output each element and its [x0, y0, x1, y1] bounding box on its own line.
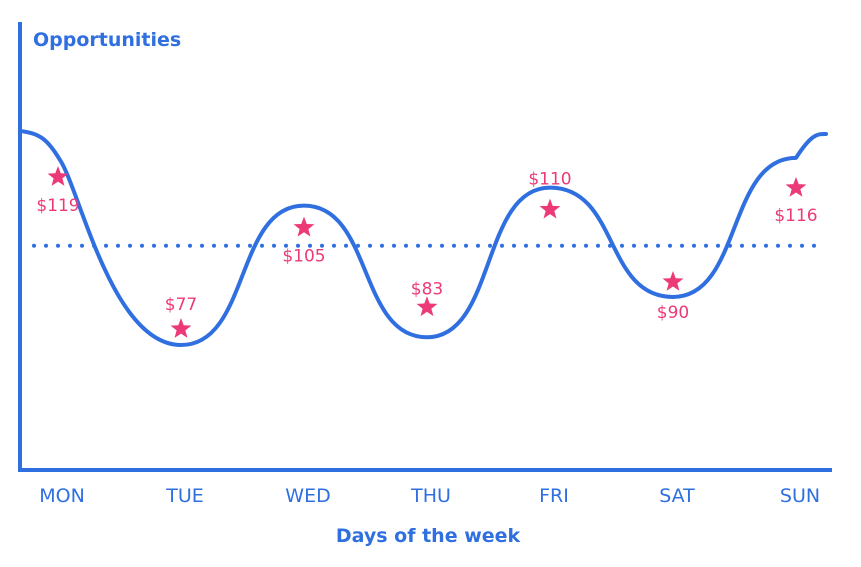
star-marker-wed: [293, 216, 315, 237]
star-marker-sat: [662, 270, 684, 291]
star-marker-thu: [416, 296, 438, 317]
data-label-tue: $77: [165, 295, 197, 315]
x-tick-label-sat: SAT: [659, 485, 695, 507]
data-label-sat: $90: [657, 303, 689, 323]
data-label-mon: $119: [36, 196, 79, 216]
x-axis-title: Days of the week: [336, 525, 521, 547]
y-axis-title: Opportunities: [33, 29, 181, 51]
opportunities-curve: [18, 129, 828, 347]
star-marker-mon: [47, 166, 69, 186]
x-tick-label-sun: SUN: [780, 485, 820, 507]
plot-area: [18, 129, 828, 347]
x-tick-label-wed: WED: [285, 485, 330, 507]
x-tick-label-thu: THU: [410, 485, 451, 507]
x-tick-label-tue: TUE: [165, 485, 204, 507]
data-label-wed: $105: [282, 247, 325, 267]
data-label-sun: $116: [774, 206, 817, 226]
data-label-fri: $110: [528, 170, 571, 190]
data-label-thu: $83: [411, 279, 443, 299]
star-marker-sun: [785, 176, 807, 197]
star-marker-fri: [539, 198, 561, 219]
x-tick-label-fri: FRI: [539, 485, 569, 507]
x-tick-labels: MON TUE WED THU FRI SAT SUN: [39, 485, 820, 507]
x-tick-label-mon: MON: [39, 485, 85, 507]
star-marker-tue: [170, 318, 192, 338]
data-marks: $119 $77 $105 $83 $110 $90 $116: [36, 166, 818, 338]
